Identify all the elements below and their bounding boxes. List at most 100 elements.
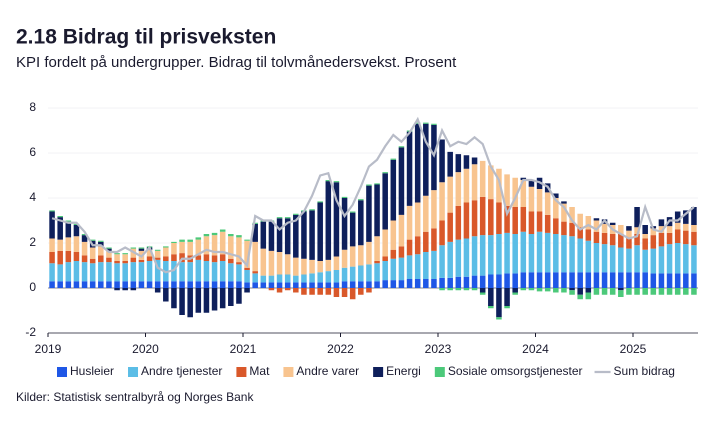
bar [349,266,356,282]
bar [138,247,145,249]
bar [260,275,267,283]
bar [154,249,161,251]
bar [398,147,405,215]
bar [390,249,397,259]
bar [601,244,608,273]
bar [634,234,640,246]
bar [146,256,153,261]
bar [406,279,413,288]
bar [488,235,494,275]
bar [349,212,356,247]
bar [293,257,299,276]
bar [244,239,250,241]
bar [98,246,104,256]
bar [577,294,583,300]
bar [577,238,583,273]
bar [626,237,632,249]
bar [691,273,697,288]
bar [528,180,535,187]
bar [593,288,600,295]
bar [301,258,307,275]
bar [211,288,218,311]
bar [666,273,673,288]
bar [374,184,380,237]
bar [471,236,478,276]
bar [423,231,429,252]
bar [374,183,380,185]
bar [163,247,169,257]
bar [569,207,575,223]
bar [683,223,689,231]
bar [691,231,697,246]
bar [203,236,210,255]
bar [504,273,510,288]
chart-subtitle: KPI fordelt på undergrupper. Bidrag til … [16,54,457,71]
bar [414,202,421,237]
bar [439,139,445,183]
legend-swatch [128,367,139,377]
chart-title: 2.18 Bidrag til prisveksten [16,26,276,49]
bar [236,264,242,282]
bar [431,124,437,191]
bar [187,241,193,256]
bar [195,288,202,313]
bar [447,212,453,242]
bar [496,202,502,234]
bar [479,235,486,276]
bar [398,214,405,247]
source: Kilder: Statistisk sentralbyrå og Norges… [16,390,254,404]
bar [309,273,315,283]
bar [658,226,665,233]
bar [382,229,388,257]
bar [634,272,640,288]
bar [488,274,494,288]
bar [163,246,169,248]
bar [57,217,63,240]
bar [544,288,551,292]
bar [642,238,648,250]
bar [398,280,405,288]
bar [528,211,535,234]
bar [439,220,445,246]
bar [528,288,535,291]
bar [642,288,648,295]
bar [130,247,137,249]
bar [276,252,283,275]
bar [577,227,583,239]
y-tick-label: -2 [25,325,36,339]
bar [520,207,527,232]
bar [536,288,543,292]
bar [414,122,421,124]
legend-swatch [236,367,247,377]
bar [244,270,250,283]
bar [236,237,242,263]
bar [138,262,145,282]
bar [609,234,616,246]
bar [439,288,445,291]
bar [195,237,202,240]
bar [49,210,55,212]
bar [504,306,510,309]
bar [683,244,689,274]
bar [553,193,559,198]
bar [219,281,226,288]
bar [626,288,632,295]
bar [666,226,673,233]
bar [228,281,234,288]
bar [187,239,193,242]
bar [601,232,608,245]
bar [49,252,55,264]
bar [341,288,348,297]
bar [195,281,202,288]
bar [146,281,153,288]
bar [382,173,388,230]
bar [122,253,128,255]
legend-swatch [283,367,294,377]
bar [349,281,356,288]
bar [65,250,72,263]
bar [195,255,202,260]
bar [536,272,543,288]
bar [252,282,258,288]
bar [439,277,445,288]
bar [374,281,380,288]
